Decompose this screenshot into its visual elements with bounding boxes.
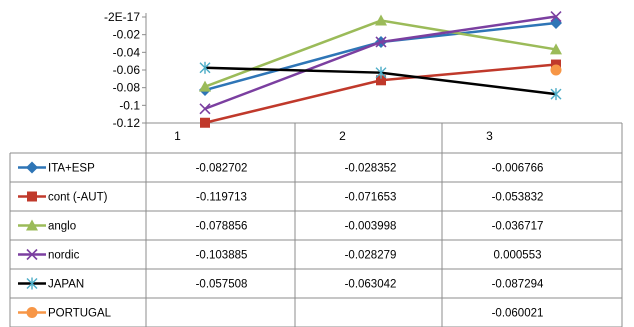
- legend-label-4: JAPAN: [48, 279, 84, 291]
- legend-marker-1: [27, 191, 37, 202]
- legend-label-1: cont (-AUT): [48, 192, 108, 204]
- series-5: [550, 64, 562, 76]
- y-tick-label-6: -0.12: [113, 116, 141, 130]
- y-tick-label-2: -0.04: [113, 45, 141, 59]
- data-label-4-0: -0.057508: [196, 279, 248, 291]
- table-row-1: cont (-AUT) -0.119713 -0.071653 -0.053832: [18, 191, 544, 204]
- point-1-0: [200, 117, 210, 128]
- data-label-1-1: -0.071653: [345, 192, 397, 204]
- data-label-5-2: -0.060021: [492, 308, 544, 320]
- point-4-0: [199, 61, 211, 74]
- y-tick-label-3: -0.06: [113, 63, 141, 77]
- series-4: [199, 61, 562, 101]
- series-line-3: [204, 15, 557, 110]
- legend-label-2: anglo: [48, 221, 76, 233]
- y-tick-label-5: -0.1: [119, 98, 140, 112]
- table-row-0: ITA+ESP -0.082702 -0.028352 -0.006766: [18, 161, 544, 175]
- data-label-1-2: -0.053832: [492, 192, 544, 204]
- data-label-2-0: -0.078856: [196, 221, 248, 233]
- point-2-2: [550, 43, 562, 55]
- data-label-0-1: -0.028352: [345, 163, 397, 175]
- point-3-0: [199, 103, 211, 115]
- legend-label-5: PORTUGAL: [48, 308, 112, 320]
- series-lines: [199, 10, 562, 128]
- y-tick-labels: -2E-17 -0.02 -0.04 -0.06 -0.08 -0.1 -0.12 1 2 3: [104, 10, 493, 143]
- legend-label-0: ITA+ESP: [48, 163, 95, 175]
- x-tick-label-3: 3: [486, 129, 493, 143]
- point-4-1: [375, 66, 387, 79]
- point-2-1: [375, 14, 387, 26]
- legend-label-3: nordic: [48, 250, 80, 262]
- legend-marker-2: [26, 219, 38, 231]
- data-label-3-0: -0.103885: [196, 250, 248, 262]
- point-3-1: [375, 36, 387, 48]
- data-label-2-2: -0.036717: [492, 221, 544, 233]
- legend-marker-4: [26, 277, 38, 290]
- y-tick-label-1: -0.02: [113, 28, 141, 42]
- data-label-0-0: -0.082702: [196, 163, 248, 175]
- data-label-0-2: -0.006766: [492, 163, 544, 175]
- table-row-4: JAPAN -0.057508 -0.063042 -0.087294: [18, 277, 544, 291]
- legend-marker-0: [26, 161, 38, 174]
- x-tick-label-2: 2: [339, 129, 346, 143]
- series-2: [199, 14, 562, 92]
- point-3-2: [550, 10, 562, 23]
- data-label-3-1: -0.028279: [345, 250, 397, 262]
- data-label-3-2: 0.000553: [494, 250, 542, 262]
- point-1-1: [376, 75, 386, 86]
- series-3: [199, 10, 562, 115]
- table-row-3: nordic -0.103885 -0.028279 0.000553: [18, 248, 542, 262]
- point-4-2: [550, 88, 562, 101]
- point-0-2: [550, 16, 562, 29]
- data-label-2-1: -0.003998: [345, 221, 397, 233]
- data-table: ITA+ESP -0.082702 -0.028352 -0.006766 cont (…: [9, 123, 623, 327]
- table-row-2: anglo -0.078856 -0.003998 -0.036717: [18, 219, 544, 233]
- table-row-5: PORTUGAL -0.060021: [18, 307, 543, 320]
- legend-marker-5: [26, 307, 38, 318]
- y-tick-label-4: -0.08: [113, 81, 141, 95]
- y-tick-label-0: -2E-17: [104, 10, 140, 24]
- point-2-0: [199, 80, 211, 92]
- point-5-2: [550, 64, 562, 76]
- x-tick-label-1: 1: [174, 129, 181, 143]
- data-label-4-2: -0.087294: [492, 279, 544, 291]
- data-label-1-0: -0.119713: [196, 192, 247, 204]
- data-label-4-1: -0.063042: [345, 279, 397, 291]
- legend-marker-3: [26, 248, 38, 261]
